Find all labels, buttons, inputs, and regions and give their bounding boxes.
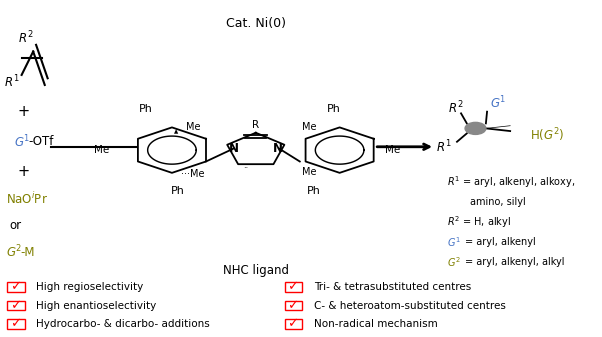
FancyBboxPatch shape <box>7 301 25 310</box>
Text: Ph: Ph <box>306 186 320 196</box>
Text: Hydrocarbo- & dicarbo- additions: Hydrocarbo- & dicarbo- additions <box>36 319 210 329</box>
Text: Me: Me <box>187 122 201 132</box>
Text: ···Me: ···Me <box>181 168 204 179</box>
Text: ✓: ✓ <box>10 317 21 330</box>
FancyBboxPatch shape <box>7 282 25 292</box>
Text: amino, silyl: amino, silyl <box>470 197 526 207</box>
Text: Cat. Ni(0): Cat. Ni(0) <box>226 17 286 30</box>
Text: ✓: ✓ <box>10 281 21 294</box>
Text: ✓: ✓ <box>10 299 21 312</box>
Text: Non-radical mechanism: Non-radical mechanism <box>314 319 437 329</box>
Text: $R^1$: $R^1$ <box>4 73 19 90</box>
FancyBboxPatch shape <box>285 301 302 310</box>
Text: $R^2$ = H, alkyl: $R^2$ = H, alkyl <box>447 214 510 230</box>
Text: H($G^2$): H($G^2$) <box>530 126 565 144</box>
Text: Tri- & tetrasubstituted centres: Tri- & tetrasubstituted centres <box>314 282 471 292</box>
Text: High regioselectivity: High regioselectivity <box>36 282 143 292</box>
Text: $R^1$: $R^1$ <box>436 139 452 155</box>
Text: $R^2$: $R^2$ <box>447 100 463 117</box>
Text: C- & heteroatom-substituted centres: C- & heteroatom-substituted centres <box>314 301 506 310</box>
Text: -OTf: -OTf <box>28 135 54 148</box>
Text: $G^1$: $G^1$ <box>447 235 461 249</box>
Text: or: or <box>10 219 22 232</box>
Text: ..: .. <box>243 161 248 170</box>
Text: ✓: ✓ <box>287 317 299 330</box>
Text: +: + <box>17 104 29 119</box>
Text: Ph: Ph <box>139 104 153 114</box>
FancyBboxPatch shape <box>285 282 302 292</box>
Text: Me: Me <box>385 145 400 155</box>
Text: N: N <box>229 142 239 155</box>
Text: -M: -M <box>20 246 34 258</box>
Text: $G^2$: $G^2$ <box>447 255 461 269</box>
Text: $R^2$: $R^2$ <box>18 30 33 47</box>
Circle shape <box>465 122 486 134</box>
Text: = aryl, alkenyl, alkyl: = aryl, alkenyl, alkyl <box>465 257 565 267</box>
Text: $G^1$: $G^1$ <box>14 133 31 150</box>
Text: $G^2$: $G^2$ <box>6 244 22 261</box>
Text: High enantioselectivity: High enantioselectivity <box>36 301 157 310</box>
FancyBboxPatch shape <box>7 319 25 329</box>
Text: ✓: ✓ <box>287 281 299 294</box>
Text: Me: Me <box>95 145 110 155</box>
Text: NaO$^i$Pr: NaO$^i$Pr <box>6 191 48 207</box>
Text: NHC ligand: NHC ligand <box>223 264 289 277</box>
Text: +: + <box>17 164 29 179</box>
Text: Ph: Ph <box>327 104 341 114</box>
Text: $G^1$: $G^1$ <box>491 95 507 112</box>
Text: Me: Me <box>302 167 317 177</box>
Text: $R^1$ = aryl, alkenyl, alkoxy,: $R^1$ = aryl, alkenyl, alkoxy, <box>447 174 575 190</box>
Text: = aryl, alkenyl: = aryl, alkenyl <box>465 237 536 247</box>
Text: ▲: ▲ <box>175 129 179 134</box>
Text: Ph: Ph <box>171 186 185 196</box>
FancyBboxPatch shape <box>285 319 302 329</box>
Text: R: R <box>252 120 259 130</box>
Text: ✓: ✓ <box>287 299 299 312</box>
Text: N: N <box>273 142 283 155</box>
Text: Me: Me <box>302 122 317 132</box>
